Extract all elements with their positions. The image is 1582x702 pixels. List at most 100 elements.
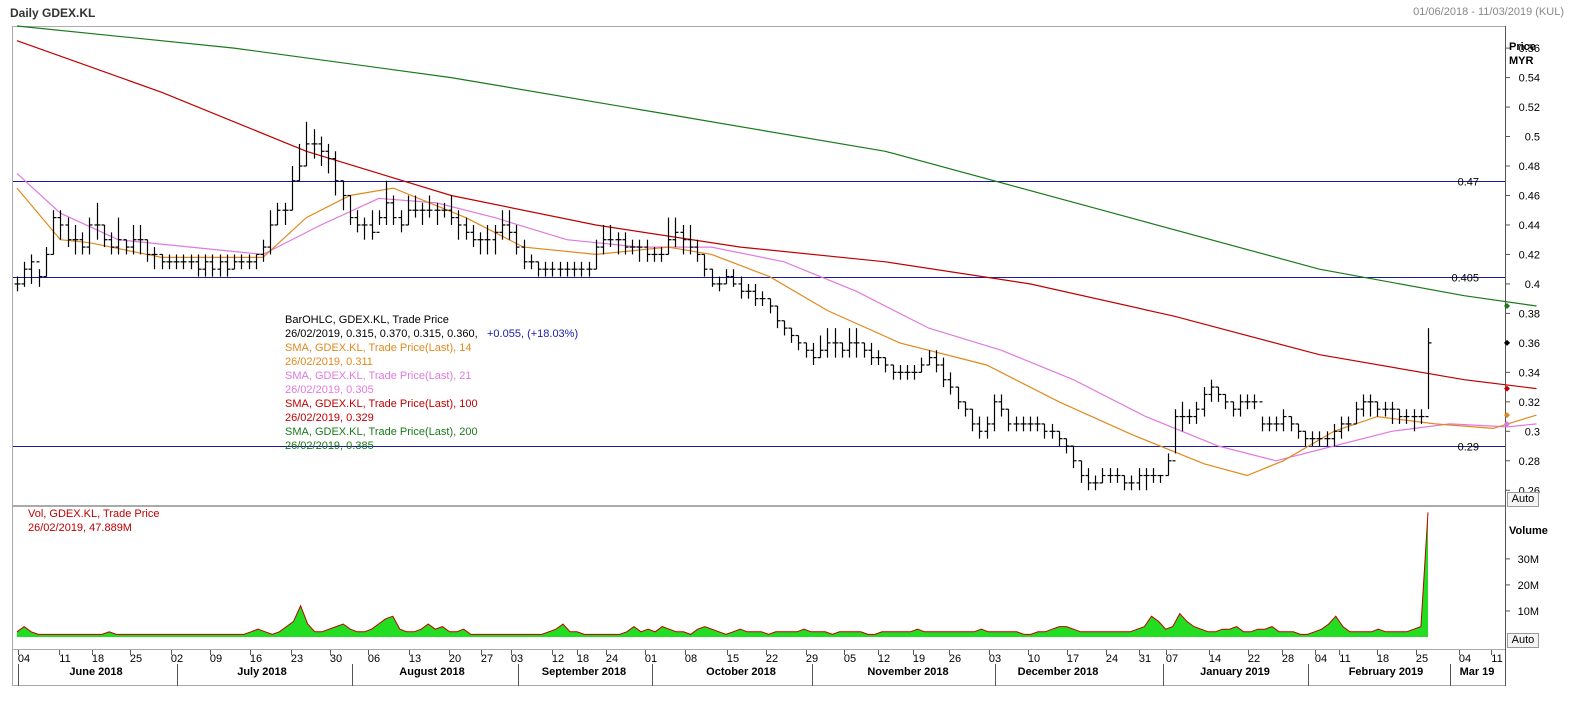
ohlc-bar [701, 253, 708, 277]
ohlc-bar [238, 254, 245, 270]
x-tick-label: 18 [1377, 653, 1389, 665]
ohlc-bar [1353, 401, 1360, 425]
legend-series-value: 26/02/2019, 0.311 [285, 356, 373, 368]
ohlc-bar [1136, 468, 1143, 491]
price-tick-label: 0.36 [1519, 338, 1540, 350]
legend-series-value: 26/02/2019, 0.315, 0.370, 0.315, 0.360, [285, 328, 478, 340]
ohlc-bar [311, 129, 318, 159]
volume-tick-label: 10M [1518, 606, 1539, 618]
ohlc-bar [434, 202, 441, 225]
ohlc-bar [1273, 416, 1280, 432]
ohlc-bar [1374, 401, 1381, 417]
ohlc-bar [687, 224, 694, 255]
x-tick-label: 05 [844, 653, 856, 665]
x-tick-label: 14 [1209, 653, 1221, 665]
ohlc-bar [50, 210, 57, 256]
ohlc-bar [861, 342, 868, 358]
ohlc-bar [173, 254, 180, 270]
ohlc-bar [72, 224, 79, 255]
ohlc-bar [405, 195, 412, 226]
ohlc-bar [159, 253, 166, 270]
ohlc-bar [151, 247, 158, 270]
ohlc-bar [347, 194, 354, 225]
volume-tick-label: 20M [1518, 580, 1539, 592]
month-label: January 2019 [1200, 666, 1270, 678]
x-tick-label: 29 [806, 653, 818, 665]
ohlc-bar [752, 283, 759, 307]
price-auto-button[interactable]: Auto [1507, 492, 1539, 507]
ohlc-bars [14, 121, 1432, 491]
ohlc-bar [817, 335, 824, 359]
ohlc-bar [1128, 475, 1135, 491]
ohlc-bar [738, 276, 745, 299]
ohlc-bar [933, 350, 940, 373]
legend-series-name: SMA, GDEX.KL, Trade Price(Last), 200 [285, 426, 478, 438]
ohlc-bar [1013, 416, 1020, 432]
ohlc-bar [369, 210, 376, 240]
ohlc-bar [180, 254, 187, 270]
ohlc-bar [303, 121, 310, 167]
ohlc-bar [332, 151, 339, 196]
ohlc-bar [1403, 409, 1410, 424]
ohlc-bar [267, 210, 274, 255]
ohlc-bar [730, 269, 737, 287]
last-value-marker [1504, 385, 1510, 392]
ohlc-bar [672, 217, 679, 248]
x-tick-label: 10 [1028, 653, 1040, 665]
ohlc-bar [1215, 386, 1222, 402]
price-tick-label: 0.34 [1519, 367, 1540, 379]
ohlc-bar [1360, 394, 1367, 417]
ohlc-bar [1049, 423, 1056, 439]
last-value-marker [1504, 412, 1510, 419]
ohlc-bar [419, 202, 426, 225]
legend-series-value: 26/02/2019, 0.329 [285, 412, 374, 424]
ohlc-bar [767, 298, 774, 314]
ohlc-bar [455, 210, 462, 240]
ohlc-bar [803, 342, 810, 358]
volume-legend-name: Vol, GDEX.KL, Trade Price [28, 508, 159, 520]
ohlc-bar [1063, 438, 1070, 454]
ohlc-bar [1107, 468, 1114, 483]
ohlc-bar [578, 261, 585, 277]
x-tick-label: 11 [1491, 653, 1502, 665]
ohlc-bar [882, 357, 889, 373]
ohlc-bar [976, 416, 983, 439]
horizontal-lines[interactable]: 0.47 0.405 0.29 [13, 177, 1505, 454]
month-label: August 2018 [399, 666, 464, 678]
ohlc-bar [1157, 474, 1164, 483]
ohlc-bar [644, 239, 651, 262]
ohlc-bar [1165, 453, 1172, 477]
x-tick-label: 06 [368, 653, 380, 665]
price-axis-title: Price [1509, 41, 1536, 53]
sma-100-line [16, 40, 1537, 390]
ohlc-bar [542, 261, 549, 277]
ohlc-bar [600, 224, 607, 255]
ohlc-bar [412, 195, 419, 218]
x-tick-label: 13 [409, 653, 421, 665]
ohlc-bar [658, 247, 665, 262]
x-tick-label: 23 [291, 653, 303, 665]
legend-series-name: SMA, GDEX.KL, Trade Price(Last), 100 [285, 398, 478, 410]
ohlc-bar [195, 254, 202, 277]
ohlc-bar [781, 320, 788, 336]
ohlc-bar [79, 232, 86, 255]
volume-auto-button[interactable]: Auto [1507, 633, 1539, 648]
volume-line [16, 512, 1429, 635]
ohlc-bar [694, 239, 701, 262]
ohlc-bar [1418, 409, 1425, 424]
chart-title: Daily GDEX.KL [10, 6, 96, 20]
ohlc-bar [390, 195, 397, 225]
volume-tick-label: 30M [1518, 554, 1539, 566]
ohlc-bar [918, 357, 925, 373]
ohlc-bar [1092, 475, 1099, 491]
x-tick-label: 30 [330, 653, 342, 665]
price-tick-label: 0.4 [1525, 279, 1540, 291]
ohlc-bar [253, 253, 260, 270]
month-label: February 2019 [1349, 666, 1424, 678]
sma-14-line [16, 187, 1537, 477]
x-tick-label: 19 [913, 653, 925, 665]
ohlc-bar [586, 261, 593, 277]
ohlc-bar [1309, 431, 1316, 447]
x-tick-label: 20 [449, 653, 461, 665]
